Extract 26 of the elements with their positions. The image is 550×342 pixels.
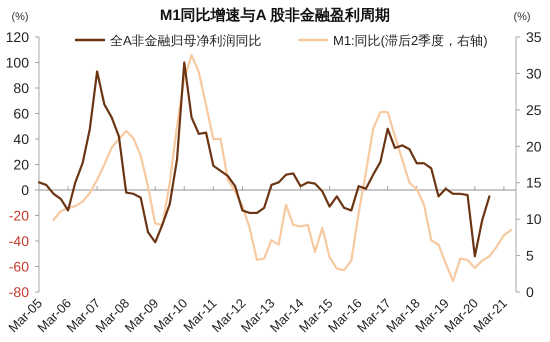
y2-tick-label: 20 — [526, 138, 542, 154]
line-series — [52, 54, 512, 282]
y2-axis-title: (%) — [513, 11, 531, 23]
y-tick-label: -80 — [8, 284, 30, 300]
y-tick-label: -60 — [8, 258, 30, 274]
line-series — [38, 61, 490, 258]
y2-tick-label: 25 — [526, 102, 542, 118]
y2-tick-label: 0 — [526, 284, 534, 300]
legend-label: M1:同比(滞后2季度，右轴) — [333, 33, 488, 48]
y2-tick-label: 5 — [526, 248, 534, 264]
y-tick-label: 0 — [21, 182, 30, 198]
y-axis-title: (%) — [11, 11, 29, 23]
y-tick-label: 60 — [13, 106, 30, 122]
y-tick-label: -40 — [8, 233, 30, 249]
legend-label: 全A非金融归母净利润同比 — [110, 33, 262, 48]
y-tick-label: 40 — [13, 131, 30, 147]
y-tick-label: 120 — [6, 29, 30, 45]
y2-tick-label: 15 — [526, 174, 542, 191]
chart-title: M1同比增速与A 股非金融盈利周期 — [160, 7, 390, 24]
y2-tick-label: 10 — [526, 211, 542, 228]
y2-tick-label: 30 — [526, 65, 542, 82]
y2-tick-label: 35 — [526, 29, 542, 45]
y-tick-label: 20 — [13, 156, 30, 172]
y-tick-label: -20 — [8, 208, 30, 224]
y-tick-label: 100 — [6, 54, 30, 70]
y-tick-label: 80 — [13, 80, 30, 96]
